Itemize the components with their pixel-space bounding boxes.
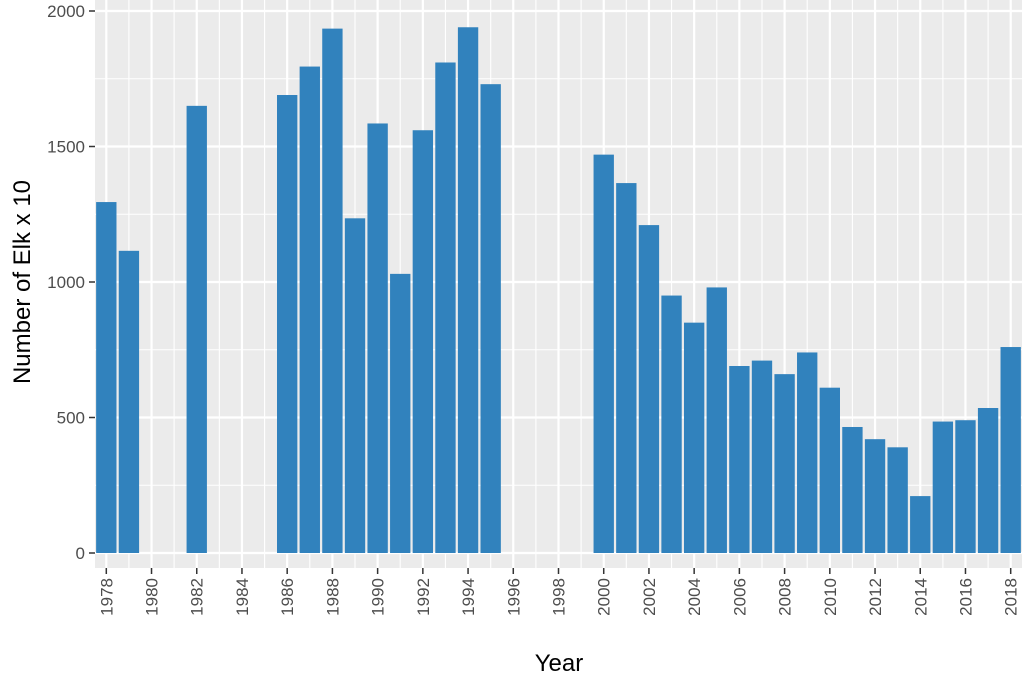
x-tick-label: 2014 xyxy=(911,578,930,616)
x-tick-label: 2006 xyxy=(730,578,749,616)
bar xyxy=(751,360,773,553)
bar xyxy=(932,421,954,553)
bar xyxy=(344,218,366,553)
x-tick-label: 2008 xyxy=(776,578,795,616)
x-tick-label: 1988 xyxy=(323,578,342,616)
x-tick-label: 1984 xyxy=(233,578,252,616)
x-tick-label: 1994 xyxy=(459,578,478,616)
x-tick-label: 1982 xyxy=(188,578,207,616)
bar xyxy=(842,426,863,553)
y-tick-label: 500 xyxy=(57,409,85,428)
y-axis: 0 500 1000 1500 2000 xyxy=(47,2,95,563)
bar xyxy=(593,154,614,553)
x-tick-label: 2004 xyxy=(685,578,704,616)
y-tick-label: 2000 xyxy=(47,2,85,21)
bar xyxy=(819,387,840,553)
x-tick-label: 2012 xyxy=(866,578,885,616)
bar xyxy=(616,183,637,553)
bar xyxy=(186,105,207,553)
x-tick-label: 1978 xyxy=(97,578,116,616)
bar xyxy=(367,123,388,553)
x-tick-label: 1992 xyxy=(414,578,433,616)
x-tick-label: 1998 xyxy=(550,578,569,616)
x-tick-label: 1980 xyxy=(143,578,162,616)
bar xyxy=(457,27,479,553)
bar xyxy=(706,287,727,553)
bar xyxy=(118,250,140,553)
y-tick-label: 0 xyxy=(76,544,85,563)
bar xyxy=(277,95,298,553)
bar xyxy=(412,130,434,554)
bar xyxy=(638,225,660,553)
bar xyxy=(96,202,117,553)
bar xyxy=(322,28,343,554)
x-tick-label: 2018 xyxy=(1002,578,1021,616)
y-tick-label: 1500 xyxy=(47,138,85,157)
x-axis-title: Year xyxy=(535,650,584,676)
y-tick-label: 1000 xyxy=(47,273,85,292)
bar xyxy=(910,496,931,553)
bar xyxy=(390,273,411,553)
bar xyxy=(480,84,501,554)
bar xyxy=(887,447,908,553)
bar xyxy=(864,439,886,553)
x-tick-label: 2000 xyxy=(595,578,614,616)
x-tick-label: 2010 xyxy=(821,578,840,616)
bar xyxy=(729,366,750,553)
bars xyxy=(96,27,1021,554)
y-axis-title: Number of Elk x 10 xyxy=(9,180,36,384)
bar xyxy=(797,352,818,553)
x-tick-label: 1986 xyxy=(278,578,297,616)
bar xyxy=(774,374,795,553)
x-tick-label: 1996 xyxy=(504,578,523,616)
x-tick-label: 1990 xyxy=(369,578,388,616)
x-tick-label: 2002 xyxy=(640,578,659,616)
bar xyxy=(435,62,456,554)
bar xyxy=(1000,347,1021,553)
x-axis: 1978 1980 1982 1984 1986 1988 1990 1992 1994 1996… xyxy=(97,568,1021,616)
bar xyxy=(977,408,999,553)
bar xyxy=(683,322,705,553)
bar xyxy=(299,66,320,553)
bar xyxy=(955,420,976,553)
x-tick-label: 2016 xyxy=(956,578,975,616)
bar xyxy=(661,295,682,553)
